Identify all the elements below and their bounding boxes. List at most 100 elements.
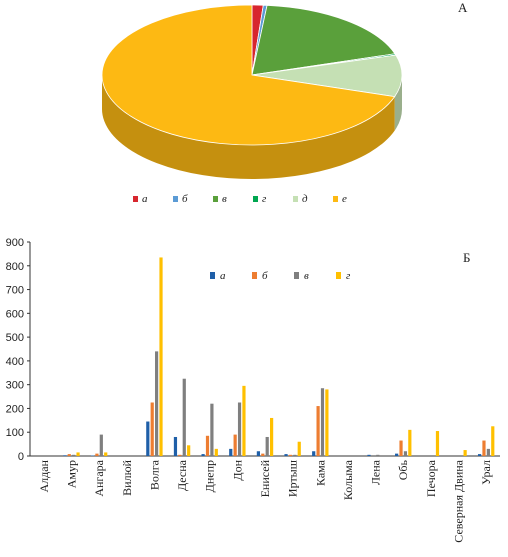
bar-legend-label: а xyxy=(220,270,226,282)
bar-Днепр-а xyxy=(201,454,205,456)
y-tick-label: 400 xyxy=(6,356,24,368)
bar-legend-swatch xyxy=(210,272,215,279)
bar-Урал-в xyxy=(486,448,490,456)
x-category-label: Печора xyxy=(424,459,438,497)
bar-Волга-в xyxy=(155,351,159,456)
y-tick-label: 700 xyxy=(6,285,24,297)
pie-slice-side xyxy=(394,75,402,131)
bar-Амур-б xyxy=(67,454,71,456)
bar-Иртыш-а xyxy=(284,454,288,456)
y-tick-label: 600 xyxy=(6,308,24,320)
bar-Урал-г xyxy=(491,426,495,456)
pie-legend-swatch xyxy=(173,196,178,202)
bar-Лена-а xyxy=(367,454,371,456)
bar-Кама-г xyxy=(325,389,329,456)
bar-Ангара-г xyxy=(104,452,108,456)
bar-Амур-г xyxy=(76,452,80,456)
pie-chart xyxy=(101,4,403,179)
x-category-label: Волга xyxy=(147,459,161,490)
bar-Десна-в xyxy=(182,378,186,456)
bar-legend: а б в г xyxy=(210,270,351,282)
bar-Иртыш-г xyxy=(297,441,301,456)
bar-legend-swatch xyxy=(336,272,341,279)
bar-Лена-в xyxy=(376,454,380,456)
bar-Обь-б xyxy=(399,440,403,456)
pie-legend-label: б xyxy=(182,193,188,205)
bar-Урал-б xyxy=(482,440,486,456)
bar-Десна-а xyxy=(173,436,178,456)
bar-Ангара-в xyxy=(99,434,103,456)
bar-Северная Двина-г xyxy=(463,450,467,456)
y-tick-label: 500 xyxy=(6,332,24,344)
bar-Десна-г xyxy=(187,445,191,456)
bar-Иртыш-б xyxy=(288,454,293,456)
x-category-label: Дон xyxy=(230,459,244,480)
pie-panel-label: А xyxy=(458,0,468,15)
x-category-label: Колыма xyxy=(341,459,355,500)
bar-Дон-а xyxy=(229,448,233,456)
pie-legend-swatch xyxy=(293,196,298,202)
bar-Кама-а xyxy=(312,451,316,456)
bar-Амур-в xyxy=(72,454,76,456)
y-tick-label: 200 xyxy=(6,403,24,415)
x-category-label: Северная Двина xyxy=(452,459,466,542)
bar-Кама-б xyxy=(316,406,320,456)
bar-Волга-а xyxy=(146,421,150,456)
bar-Енисей-в xyxy=(265,436,269,456)
y-tick-label: 300 xyxy=(6,380,24,392)
x-category-label: Кама xyxy=(313,459,327,486)
pie-legend-label: а xyxy=(142,193,148,205)
bar-legend-swatch xyxy=(294,272,299,279)
y-tick-label: 100 xyxy=(6,427,24,439)
bar-panel-label: Б xyxy=(463,250,470,265)
bar-Обь-г xyxy=(408,429,412,456)
pie-legend-label: г xyxy=(262,193,267,205)
bar-Печора-г xyxy=(435,431,440,456)
pie-slice-side xyxy=(102,75,395,179)
x-category-label: Вилюй xyxy=(120,459,134,495)
pie-legend-swatch xyxy=(133,196,138,202)
y-tick-label: 800 xyxy=(6,261,24,273)
bar-Енисей-а xyxy=(256,451,260,456)
bar-Обь-в xyxy=(403,451,408,456)
y-tick-label: 0 xyxy=(18,451,24,463)
bar-Днепр-в xyxy=(210,403,214,456)
bar-legend-label: г xyxy=(346,270,351,282)
bar-Амур-а xyxy=(63,455,67,456)
bar-Иртыш-в xyxy=(293,454,297,456)
pie-legend-label: е xyxy=(342,193,347,205)
x-category-label: Днепр xyxy=(203,460,217,492)
bar-legend-swatch xyxy=(252,272,257,279)
y-tick-label: 900 xyxy=(6,237,24,249)
x-category-label: Алдан xyxy=(37,459,51,492)
bar-Ангара-б xyxy=(95,453,99,456)
bar-Енисей-г xyxy=(270,417,274,456)
bar-Десна-б xyxy=(178,454,182,456)
x-category-label: Енисей xyxy=(258,459,272,497)
x-category-label: Ангара xyxy=(92,459,106,496)
pie-legend-label: д xyxy=(302,193,308,205)
bar-Дон-г xyxy=(242,385,246,456)
pie-legend-swatch xyxy=(213,196,218,202)
bar-Енисей-б xyxy=(261,453,265,456)
bar-Дон-в xyxy=(237,402,242,456)
bar-Днепр-г xyxy=(214,448,218,456)
x-category-label: Лена xyxy=(369,459,383,485)
x-category-label: Амур xyxy=(64,460,78,488)
pie-slice-2 xyxy=(251,4,396,76)
pie-legend-swatch xyxy=(253,196,258,202)
bar-Дон-б xyxy=(233,434,237,456)
bar-Обь-а xyxy=(395,453,399,456)
pie-legend-swatch xyxy=(333,196,338,202)
bar-Днепр-б xyxy=(205,435,210,456)
pie-slice-4 xyxy=(251,54,403,98)
x-category-label: Обь xyxy=(396,459,410,480)
bar-legend-label: б xyxy=(262,270,268,282)
pie-slice-5 xyxy=(101,4,396,146)
x-category-label: Иртыш xyxy=(286,459,300,497)
bar-Урал-а xyxy=(477,454,482,456)
bar-legend-label: в xyxy=(304,270,309,282)
x-category-label: Десна xyxy=(175,459,189,491)
pie-legend-label: в xyxy=(222,193,227,205)
bar-Кама-в xyxy=(320,388,325,456)
